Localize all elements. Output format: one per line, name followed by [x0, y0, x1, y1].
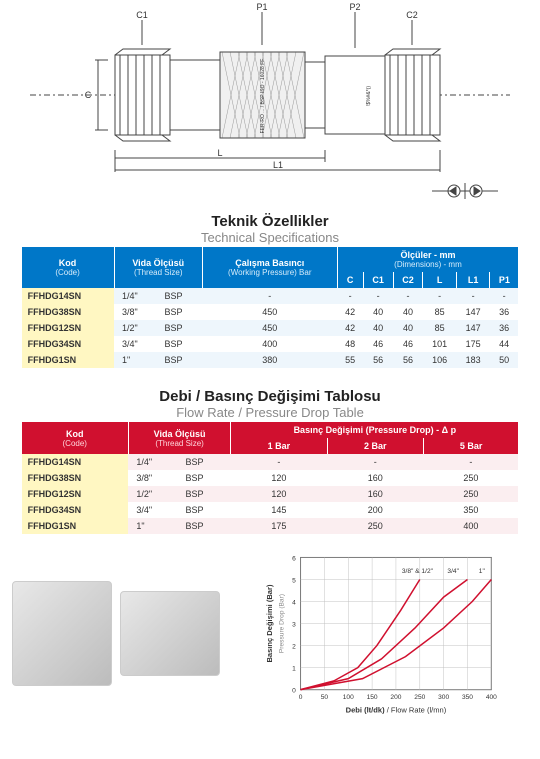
svg-text:250: 250	[414, 694, 425, 701]
svg-text:350: 350	[462, 694, 473, 701]
table-row: FFHDG14SN1/4"BSP---	[22, 454, 519, 470]
product-photo-plug	[120, 591, 220, 676]
svg-text:400: 400	[486, 694, 497, 701]
dim-p1: P1	[256, 2, 267, 12]
dim-c: C	[85, 90, 92, 100]
table-row: FFHDG1SN1"BSP175250400	[22, 518, 519, 534]
tech-spec-table: Kod(Code) Vida Ölçüsü(Thread Size) Çalış…	[22, 247, 519, 368]
part-marking: FER-RO ... / BSP ISO - 16028 FF	[260, 59, 266, 134]
table-row: FFHDG34SN3/4"BSP40048464610117544	[22, 336, 519, 352]
tech-spec-title: Teknik Özellikler Technical Specificatio…	[0, 213, 540, 245]
svg-text:2: 2	[292, 643, 296, 650]
svg-text:100: 100	[343, 694, 354, 701]
svg-text:6: 6	[292, 555, 296, 562]
svg-text:3: 3	[292, 621, 296, 628]
table-row: FFHDG1SN1"BSP38055565610618350	[22, 352, 519, 368]
svg-text:300: 300	[438, 694, 449, 701]
hydraulic-symbol	[0, 180, 540, 205]
pressure-flow-chart: 0 50 100 150 200 250 300 350 400 0 1 2 3 4 5 6 3/8" & 1/…	[228, 548, 528, 718]
svg-text:5: 5	[292, 577, 296, 584]
table-row: FFHDG38SN3/8"BSP120160250	[22, 470, 519, 486]
table-row: FFHDG12SN1/2"BSP4504240408514736	[22, 320, 519, 336]
svg-text:0: 0	[299, 694, 303, 701]
table-row: FFHDG34SN3/4"BSP145200350	[22, 502, 519, 518]
flow-table: Kod(Code) Vida Ölçüsü(Thread Size) Basın…	[22, 422, 519, 534]
svg-text:1": 1"	[479, 568, 486, 575]
svg-text:1: 1	[292, 665, 296, 672]
svg-text:3/4": 3/4"	[447, 568, 459, 575]
dim-c1: C1	[136, 10, 148, 20]
svg-text:3/8" & 1/2": 3/8" & 1/2"	[402, 568, 434, 575]
svg-text:Debi (lt/dk) / Flow Rate (l/mn: Debi (lt/dk) / Flow Rate (l/mn)	[346, 705, 447, 714]
svg-text:Basınç Değişimi (Bar): Basınç Değişimi (Bar)	[265, 584, 274, 662]
table-row: FFHDG14SN1/4"BSP-------	[22, 288, 519, 304]
technical-drawing: C1 P1 P2 C2 C L L1 FER-RO ... / BSP ISO …	[0, 0, 540, 180]
dim-l: L	[217, 148, 222, 158]
part-marking-2: !$%#&*()	[366, 86, 372, 106]
table-row: FFHDG38SN3/8"BSP4504240408514736	[22, 304, 519, 320]
table-row: FFHDG12SN1/2"BSP120160250	[22, 486, 519, 502]
dim-p2: P2	[349, 2, 360, 12]
svg-text:4: 4	[292, 599, 296, 606]
svg-text:150: 150	[367, 694, 378, 701]
svg-text:50: 50	[321, 694, 329, 701]
svg-text:Pressure Drop (Bar): Pressure Drop (Bar)	[279, 594, 286, 653]
dim-l1: L1	[273, 160, 283, 170]
flow-title: Debi / Basınç Değişimi Tablosu Flow Rate…	[0, 388, 540, 420]
dim-c2: C2	[406, 10, 418, 20]
product-photo-socket	[12, 581, 112, 686]
svg-text:0: 0	[292, 688, 296, 695]
svg-text:200: 200	[390, 694, 401, 701]
